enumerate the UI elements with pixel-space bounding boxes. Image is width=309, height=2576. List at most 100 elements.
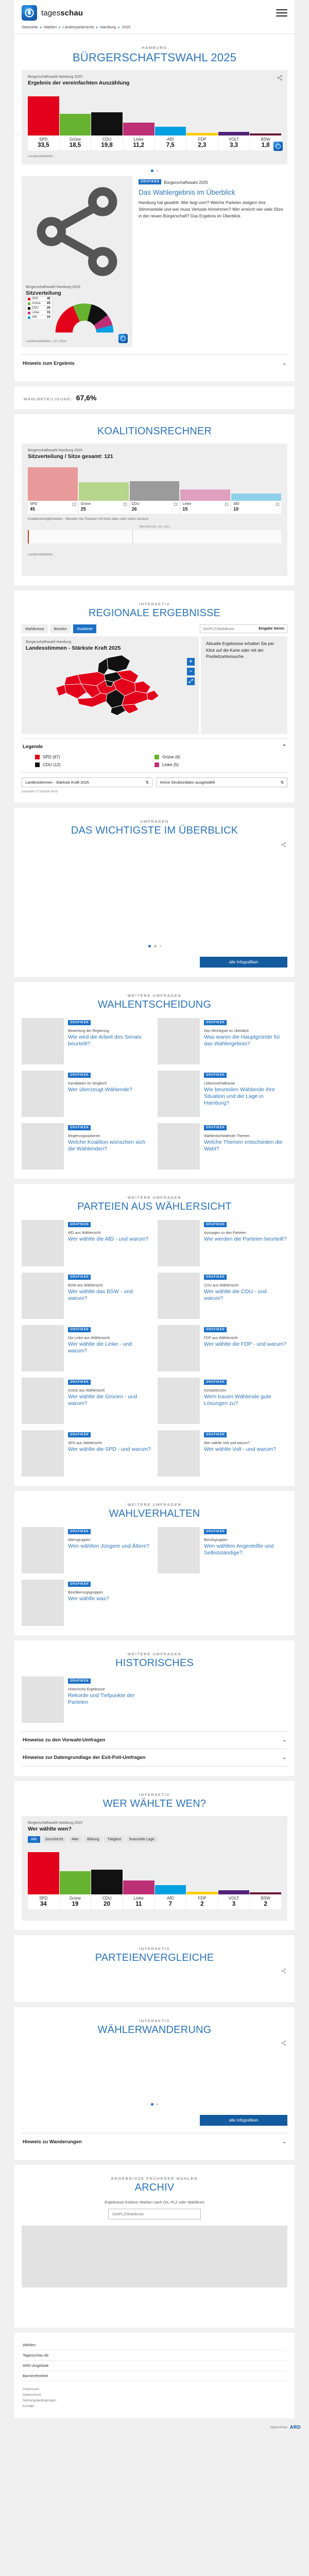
accordion-hinweis-ergebnis[interactable]: Hinweis zum Ergebnis ⌄	[22, 354, 287, 372]
teaser-card[interactable]: GRAFIKEN BSW aus Wählersicht Wer wählte da…	[22, 1273, 151, 1319]
tab-stadtteile[interactable]: Stadtteile	[73, 624, 97, 634]
map-legend-item[interactable]: Grüne (6)	[154, 755, 274, 760]
teaser-headline[interactable]: Rekorde und Tiefpunkte der Parteien	[68, 1692, 135, 1706]
carousel-dot-2[interactable]	[157, 2104, 158, 2106]
teaser-headline[interactable]: Wer wählte Volt - und warum?	[204, 1446, 276, 1453]
werwen-filter-chips[interactable]: Alle Geschlecht Alter Bildung Tätigkeit finan…	[28, 1836, 281, 1843]
teaser-headline[interactable]: Wem trauen Wählende gute Lösungen zu?	[204, 1394, 271, 1407]
teaser-card[interactable]: GRAFIKEN FDP aus Wählersicht Wer wählte di…	[158, 1325, 287, 1372]
teaser-card[interactable]: GRAFIKEN Grüne aus Wählersicht Wer wählte …	[22, 1378, 151, 1425]
archiv-search-input[interactable]	[108, 2209, 201, 2220]
share-icon[interactable]	[281, 1968, 286, 1974]
coalition-party-cell[interactable]: Grüne 25	[78, 501, 129, 514]
coalition-party-cell[interactable]: CDU 26	[129, 501, 180, 514]
zoom-in-button[interactable]: +	[187, 658, 195, 666]
accordion-hinweise-vorwahl[interactable]: Hinweise zu den Vorwahl-Umfragen ⌄	[22, 1731, 287, 1749]
footer-link[interactable]: Barrierefreiheit	[23, 2371, 286, 2382]
overview-carousel-dots[interactable]	[22, 940, 287, 950]
teaser-headline[interactable]: Wie wird die Arbeit des Senats beurteilt…	[68, 1034, 142, 1047]
werwen-chip-geschlecht[interactable]: Geschlecht	[42, 1836, 66, 1843]
map-legend-item[interactable]: Linke (5)	[154, 762, 274, 768]
carousel-dots[interactable]	[22, 164, 287, 174]
carousel-dot-3[interactable]	[159, 945, 161, 947]
region-search-input[interactable]	[203, 626, 252, 632]
footer-link[interactable]: ARD-Angebote	[23, 2361, 286, 2371]
map-legend-item[interactable]: CDU (12)	[35, 762, 154, 768]
share-icon[interactable]	[26, 180, 128, 283]
teaser-card[interactable]: GRAFIKEN Wahlentscheidende Themen Welche T…	[158, 1123, 287, 1170]
teaser-headline[interactable]: Wer überzeugt Wählende?	[68, 1087, 132, 1093]
accordion-hinweise-wanderung[interactable]: Hinweis zu Wanderungen ⌄	[22, 2133, 287, 2150]
teaser-card[interactable]: GRAFIKEN CDU aus Wählersicht Wer wählte di…	[158, 1273, 287, 1319]
carousel-dot-1[interactable]	[148, 945, 151, 948]
teaser-headline[interactable]: Wer wählte was?	[68, 1596, 109, 1602]
hamburg-map[interactable]	[26, 653, 195, 723]
coalition-party-checkbox[interactable]	[225, 502, 229, 506]
carousel-dot-2[interactable]	[157, 170, 158, 172]
teaser-card[interactable]: GRAFIKEN Bewertung der Regierung Wie wird …	[22, 1018, 151, 1065]
hamburger-menu-icon[interactable]	[276, 9, 287, 16]
brand[interactable]: tagesschau	[22, 5, 83, 21]
share-icon[interactable]	[281, 2040, 286, 2046]
region-search-clear[interactable]: Eingabe leeren	[259, 627, 284, 631]
teaser-headline[interactable]: Wer wählte die Linke - und warum?	[68, 1341, 132, 1354]
teaser-card[interactable]: GRAFIKEN Wer wählte Volt und warum? Wer wä…	[158, 1430, 287, 1477]
map-selects[interactable]: Landesstimmen - Stärkste Kraft 2025 ⇅ Kei…	[22, 772, 287, 788]
teaser-card[interactable]: GRAFIKEN Kandidaten im Vergleich Wer überz…	[22, 1071, 151, 1117]
teaser-headline[interactable]: Wen wählten Jüngere und Ältere?	[68, 1543, 149, 1550]
breadcrumb-item-laenderparlamente[interactable]: Länderparlamente	[62, 25, 94, 29]
archiv-search[interactable]	[22, 2209, 287, 2220]
map-legend-header[interactable]: Legende ⌃	[22, 738, 287, 751]
coalition-party-checkbox[interactable]	[123, 502, 127, 506]
teaser-headline[interactable]: Wer wählte die Grünen - und warum?	[68, 1394, 138, 1407]
teaser-card[interactable]: GRAFIKEN Berufsgruppen Wen wählten Angeste…	[158, 1527, 287, 1574]
werwen-chip-alter[interactable]: Alter	[68, 1836, 82, 1843]
teaser-headline[interactable]: Wer wählte die CDU - und warum?	[204, 1289, 267, 1302]
teaser-card[interactable]: GRAFIKEN Aussagen zu den Parteien Wie werd…	[158, 1220, 287, 1267]
carousel-dot-1[interactable]	[151, 170, 153, 173]
footer-meta-link[interactable]: Impressum	[23, 2387, 40, 2392]
all-infographics-button[interactable]: alle Infografiken	[200, 957, 287, 968]
share-icon[interactable]	[277, 75, 283, 81]
teaser-headline[interactable]: Was waren die Hauptgründe für das Wahler…	[204, 1034, 280, 1047]
footer-link[interactable]: Wahlen	[23, 2340, 286, 2351]
teaser-card[interactable]: GRAFIKEN Das Wichtigste im Überblick Was w…	[158, 1018, 287, 1065]
accordion-hinweise-exitpoll[interactable]: Hinweise zur Datengrundlage der Exit-Pol…	[22, 1749, 287, 1767]
footer-link[interactable]: Tagesschau.de	[23, 2350, 286, 2361]
archiv-map-placeholder[interactable]	[22, 2226, 287, 2288]
overview-teaser[interactable]: Bürgerschaftswahl Hamburg 2025 Sitzverte…	[22, 176, 287, 348]
wanderung-carousel-dots[interactable]	[22, 2098, 287, 2108]
map-zoom-controls[interactable]: + − ⤢	[187, 658, 195, 686]
teaser-headline[interactable]: Wen wählten Angestellte und Selbstständi…	[204, 1543, 274, 1556]
breadcrumb-item-wahlen[interactable]: Wahlen	[44, 25, 57, 29]
teaser-headline[interactable]: Wer wählte die FDP - und warum?	[204, 1341, 287, 1348]
map-container[interactable]: Bürgerschaftswahl Hamburg Landesstimmen …	[22, 636, 199, 735]
teaser-card[interactable]: GRAFIKEN SPD aus Wählersicht Wer wählte di…	[22, 1430, 151, 1477]
teaser-headline[interactable]: Welche Koalition wünschen sich die Wähle…	[68, 1139, 145, 1153]
tab-wahlkreise[interactable]: Wahlkreise	[22, 624, 48, 634]
regional-tabs[interactable]: Wahlkreise Bezirke Stadtteile Eingabe le…	[22, 624, 287, 634]
coalition-party-cell[interactable]: SPD 45	[28, 501, 78, 514]
coalition-party-checkbox[interactable]	[276, 502, 279, 506]
coalition-party-cell[interactable]: AfD 10	[231, 501, 281, 514]
werwen-chip-finanzielle-lage[interactable]: finanzielle Lage	[126, 1836, 158, 1843]
breadcrumb-item-2025[interactable]: 2025	[122, 25, 131, 29]
breadcrumb-item-hamburg[interactable]: Hamburg	[100, 25, 116, 29]
zoom-out-button[interactable]: −	[187, 668, 195, 676]
werwen-chip-bildung[interactable]: Bildung	[84, 1836, 102, 1843]
coalition-party-cell[interactable]: Linke 15	[180, 501, 231, 514]
teaser-headline[interactable]: Wer wählte die SPD - und warum?	[68, 1446, 151, 1453]
select-map-metric[interactable]: Landesstimmen - Stärkste Kraft 2025 ⇅	[22, 777, 152, 788]
select-structure-data[interactable]: Keine Strukturdaten ausgewählt ⇅	[157, 777, 287, 788]
teaser-headline[interactable]: Welche Themen entschieden die Wahl?	[204, 1139, 283, 1153]
teaser-card[interactable]: GRAFIKEN Bevölkerungsgruppen Wer wählte wa…	[22, 1580, 151, 1626]
werwen-chip-alle[interactable]: Alle	[28, 1836, 40, 1843]
wanderung-carousel[interactable]	[22, 2036, 287, 2098]
teaser-card[interactable]: GRAFIKEN Die Linke aus Wählersicht Wer wäh…	[22, 1325, 151, 1372]
coalition-party-checkbox[interactable]	[174, 502, 178, 506]
teaser-title[interactable]: Das Wahlergebnis im Überblick	[139, 189, 235, 197]
share-icon[interactable]	[281, 842, 286, 848]
werwen-chip-tätigkeit[interactable]: Tätigkeit	[104, 1836, 124, 1843]
region-search[interactable]: Eingabe leeren	[200, 624, 287, 634]
teaser-headline[interactable]: Wie werden die Parteien beurteilt?	[204, 1236, 287, 1243]
